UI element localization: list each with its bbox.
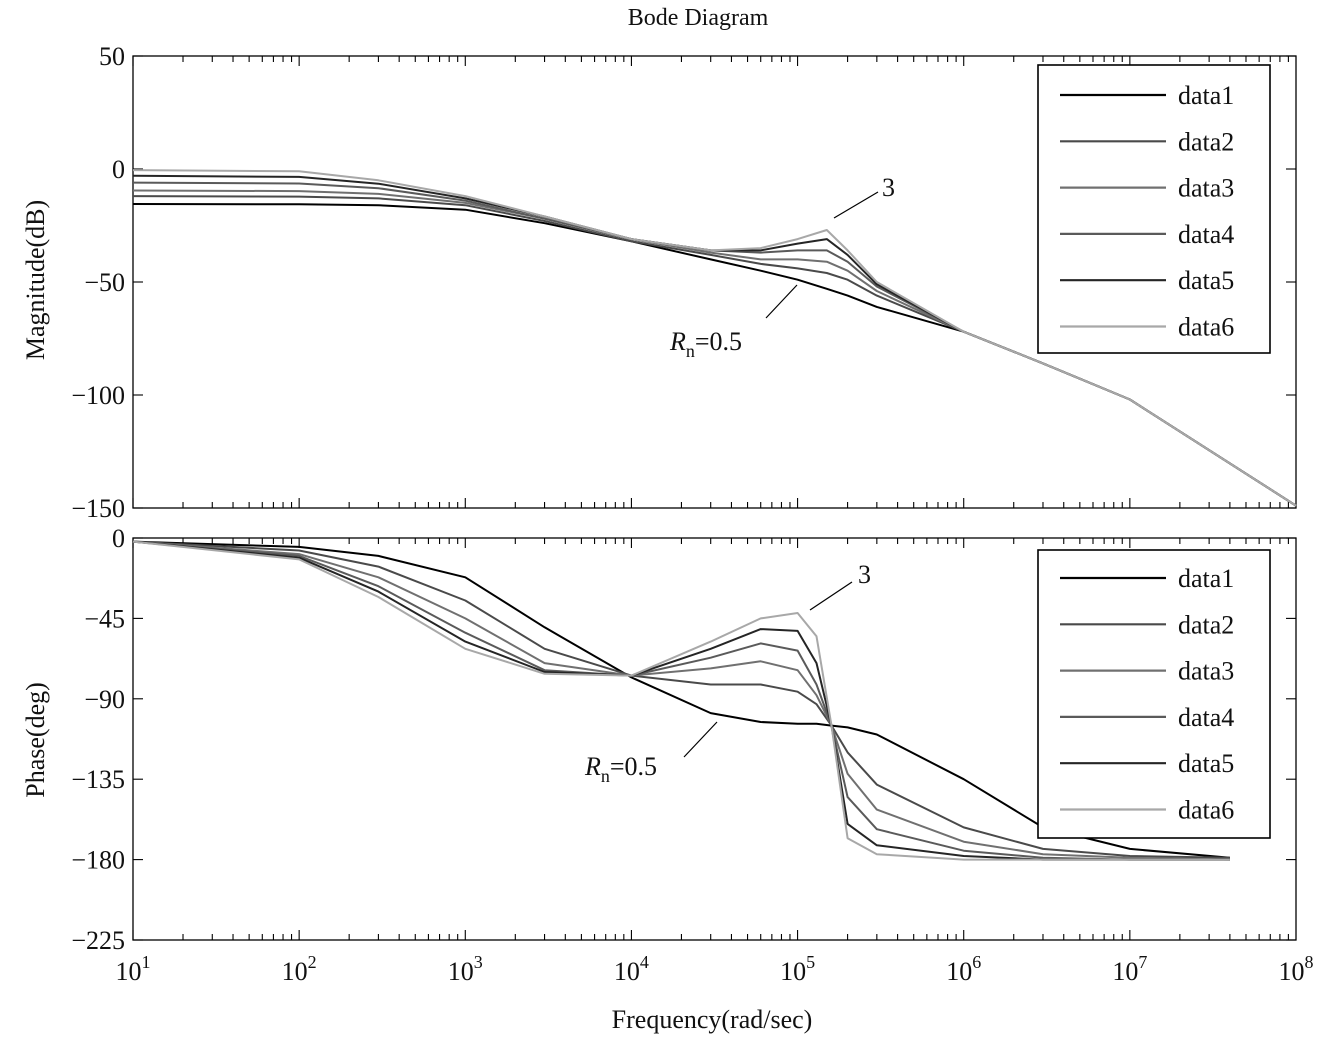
x-tick-label: 104	[614, 952, 649, 986]
legend: data1 data2 data3 data4 data5 data6	[1037, 64, 1271, 354]
x-tick-label: 108	[1279, 952, 1314, 986]
legend-label-data3: data3	[1178, 657, 1234, 686]
legend-label-data4: data4	[1178, 703, 1234, 732]
legend-label-data5: data5	[1178, 266, 1234, 295]
series-line-data6	[132, 540, 1230, 861]
x-tick-label: 101	[116, 952, 151, 986]
y-tick-label: 0	[112, 524, 125, 553]
y-tick-label: −45	[84, 604, 125, 633]
x-tick-label: 105	[780, 952, 815, 986]
legend-label-data4: data4	[1178, 220, 1234, 249]
magnitude-panel: 500−50−100−150Rn=0.53data1data2data3data…	[71, 42, 1297, 523]
y-tick-label: −135	[71, 765, 125, 794]
y-tick-label: −90	[84, 685, 125, 714]
y-tick-label: −180	[71, 846, 125, 875]
magnitude-y-axis-label: Magnitude(dB)	[21, 200, 50, 360]
x-tick-label: 102	[282, 952, 317, 986]
series-line-data3	[132, 540, 1230, 861]
legend-label-data2: data2	[1178, 127, 1234, 156]
annotation-label: 3	[858, 560, 871, 589]
legend-box	[1037, 549, 1271, 839]
plot-area-frame	[132, 537, 1297, 941]
y-tick-label: −225	[71, 926, 125, 955]
legend-label-data5: data5	[1178, 749, 1234, 778]
y-tick-label: −150	[71, 494, 125, 523]
legend: data1 data2 data3 data4 data5 data6	[1037, 549, 1271, 839]
annotation-leader	[809, 581, 853, 611]
x-tick-label: 103	[448, 952, 483, 986]
series-line-data2	[132, 540, 1230, 859]
legend-label-data1: data1	[1178, 81, 1234, 110]
x-tick-label: 106	[946, 952, 981, 986]
annotation-label: Rn=0.5	[584, 752, 657, 786]
legend-label-data6: data6	[1178, 796, 1234, 825]
legend-label-data2: data2	[1178, 610, 1234, 639]
y-tick-label: 0	[112, 155, 125, 184]
legend-label-data3: data3	[1178, 174, 1234, 203]
y-tick-label: −50	[84, 268, 125, 297]
annotation-leader	[683, 721, 718, 758]
series-line-data4	[132, 540, 1230, 861]
phase-y-axis-label: Phase(deg)	[21, 682, 50, 798]
legend-label-data6: data6	[1178, 313, 1234, 342]
x-axis-label: Frequency(rad/sec)	[612, 1005, 813, 1034]
series-line-data5	[132, 540, 1230, 861]
y-tick-label: 50	[99, 42, 125, 71]
series-line-data1	[132, 540, 1230, 859]
legend-label-data1: data1	[1178, 564, 1234, 593]
legend-box	[1037, 64, 1271, 354]
series-line-data6	[132, 169, 1297, 507]
annotation-label: Rn=0.5	[669, 327, 742, 361]
chart-title: Bode Diagram	[628, 5, 769, 31]
annotation-leader	[765, 284, 798, 319]
x-tick-label: 107	[1112, 952, 1147, 986]
y-tick-label: −100	[71, 381, 125, 410]
annotation-leader	[833, 191, 879, 219]
annotation-label: 3	[882, 173, 895, 202]
